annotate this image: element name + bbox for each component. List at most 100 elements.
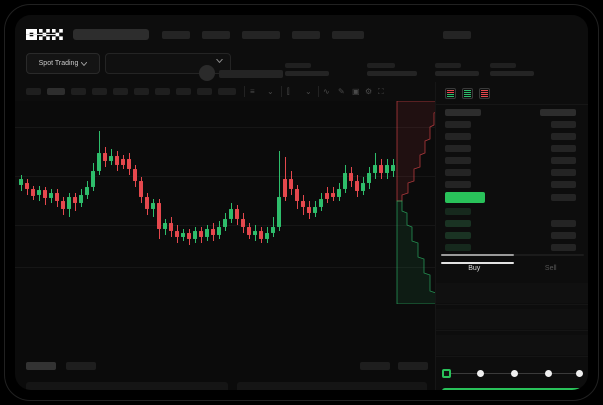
tf-5m[interactable] [47,88,65,95]
tf-15m[interactable] [71,88,86,95]
chart-gridline [15,176,435,177]
orderbook-ask-row[interactable] [445,169,471,176]
nav-search[interactable] [73,29,149,40]
amount-slider[interactable] [442,369,585,379]
field-price[interactable] [436,309,588,329]
nav-item-6[interactable] [443,31,471,39]
orderbook-ask-row[interactable] [445,121,471,128]
orderbook-bid-row[interactable] [445,220,471,227]
chevron-down-icon[interactable]: ⌄ [267,87,274,96]
depth-chart-overlay [394,101,440,304]
action-hide-other-pairs[interactable] [360,362,390,370]
orderbook-ask-amount [551,181,576,188]
spot-trading-dropdown[interactable]: Spot Trading [26,53,100,74]
orderbook-col-header-price [445,109,481,116]
nav-item-3[interactable] [242,31,280,39]
field-order-type[interactable] [436,283,588,303]
candlestick-series [15,101,435,251]
chevron-down-icon [216,59,223,63]
form-divider-2 [436,330,588,331]
orderbook-last-price[interactable] [445,192,485,203]
orderbook-bid-row[interactable] [445,208,471,215]
orderbook-ask-row[interactable] [445,181,471,188]
price-chart[interactable] [15,101,435,304]
tf-1w[interactable] [176,88,191,95]
tf-1mo[interactable] [197,88,212,95]
fullscreen-icon[interactable]: ⛶ [378,87,384,96]
orderbook-bid-row[interactable] [445,244,471,251]
tf-more[interactable] [218,88,236,95]
stat-value [285,71,329,76]
orderbook-ask-row[interactable] [445,157,471,164]
orderbook-ask-amount [551,121,576,128]
camera-icon[interactable]: ▣ [352,87,360,96]
stat-label [285,63,311,68]
panel-orders-right [237,382,427,390]
stat-value [490,71,534,76]
slider-stop-75[interactable] [545,370,552,377]
stat-24h-change [367,63,417,76]
pencil-icon[interactable]: ✎ [338,87,345,96]
stat-label [367,63,395,68]
chart-type-icon[interactable]: ⫿ [287,87,290,96]
tf-1d[interactable] [155,88,170,95]
pair-avatar [199,65,215,81]
action-cancel-all[interactable] [398,362,428,370]
tf-1m[interactable] [26,88,41,95]
orderbook-bid-amount [551,244,576,251]
stat-24h-high [435,63,479,76]
chart-toolbar: ≡ ⌄ ⫿ ⌄ ∿ ✎ ▣ ⚙ ⛶ [15,82,435,102]
field-amount[interactable] [436,335,588,355]
orderbook-bid-amount [551,220,576,227]
slider-stop-25[interactable] [477,370,484,377]
toolbar-divider-3 [318,86,319,97]
orderbook-ask-amount [551,169,576,176]
orderbook-bid-amount [551,232,576,239]
top-navigation-bar [15,15,588,45]
tf-30m[interactable] [92,88,107,95]
slider-stop-100[interactable] [576,370,583,377]
orderbook-bid-row[interactable] [445,232,471,239]
slider-stop-50[interactable] [511,370,518,377]
toolbar-divider-2 [281,86,282,97]
chevron-down-icon-2[interactable]: ⌄ [305,87,312,96]
line-wave-icon[interactable]: ∿ [323,87,330,96]
form-divider [436,304,588,305]
tab-buy[interactable]: Buy [468,265,481,272]
tab-sell[interactable]: Sell [544,265,557,272]
orderbook-view-switcher [445,88,490,99]
nav-item-2[interactable] [202,31,230,39]
tab-open-orders[interactable] [26,362,56,370]
nav-item-1[interactable] [162,31,190,39]
orders-tab-bar [15,357,435,379]
orderbook-ask-amount [551,133,576,140]
nav-item-4[interactable] [292,31,320,39]
orderbook-col-header-amount [540,109,576,116]
active-tab-underline [26,34,56,35]
orderbook-ask-row[interactable] [445,145,471,152]
settings-icon[interactable]: ⚙ [365,87,373,96]
orderbook-ask-row[interactable] [445,133,471,140]
tf-1h[interactable] [113,88,128,95]
stat-last-price [285,63,329,76]
slider-handle[interactable] [442,369,451,378]
stat-label [490,63,516,68]
orderbook-view-bids-icon[interactable] [462,88,473,99]
stat-label [435,63,461,68]
orderbook-scrollbar[interactable] [441,254,584,256]
orderbook-ask-amount [551,145,576,152]
buy-submit-button[interactable] [442,388,585,390]
chart-gridline [15,127,435,128]
indicators-icon[interactable]: ≡ [250,87,255,96]
tf-4h[interactable] [134,88,149,95]
tab-order-history[interactable] [66,362,96,370]
nav-item-5[interactable] [332,31,364,39]
orderbook-ask-amount [551,157,576,164]
spot-trading-label: Spot Trading [38,60,79,67]
chevron-down-icon [81,61,88,66]
buy-sell-tab-bar: Buy Sell [436,262,588,282]
form-divider-3 [436,356,588,357]
orderbook-view-asks-icon[interactable] [479,88,490,99]
pair-name-placeholder [219,70,283,78]
orderbook-view-both-icon[interactable] [445,88,456,99]
